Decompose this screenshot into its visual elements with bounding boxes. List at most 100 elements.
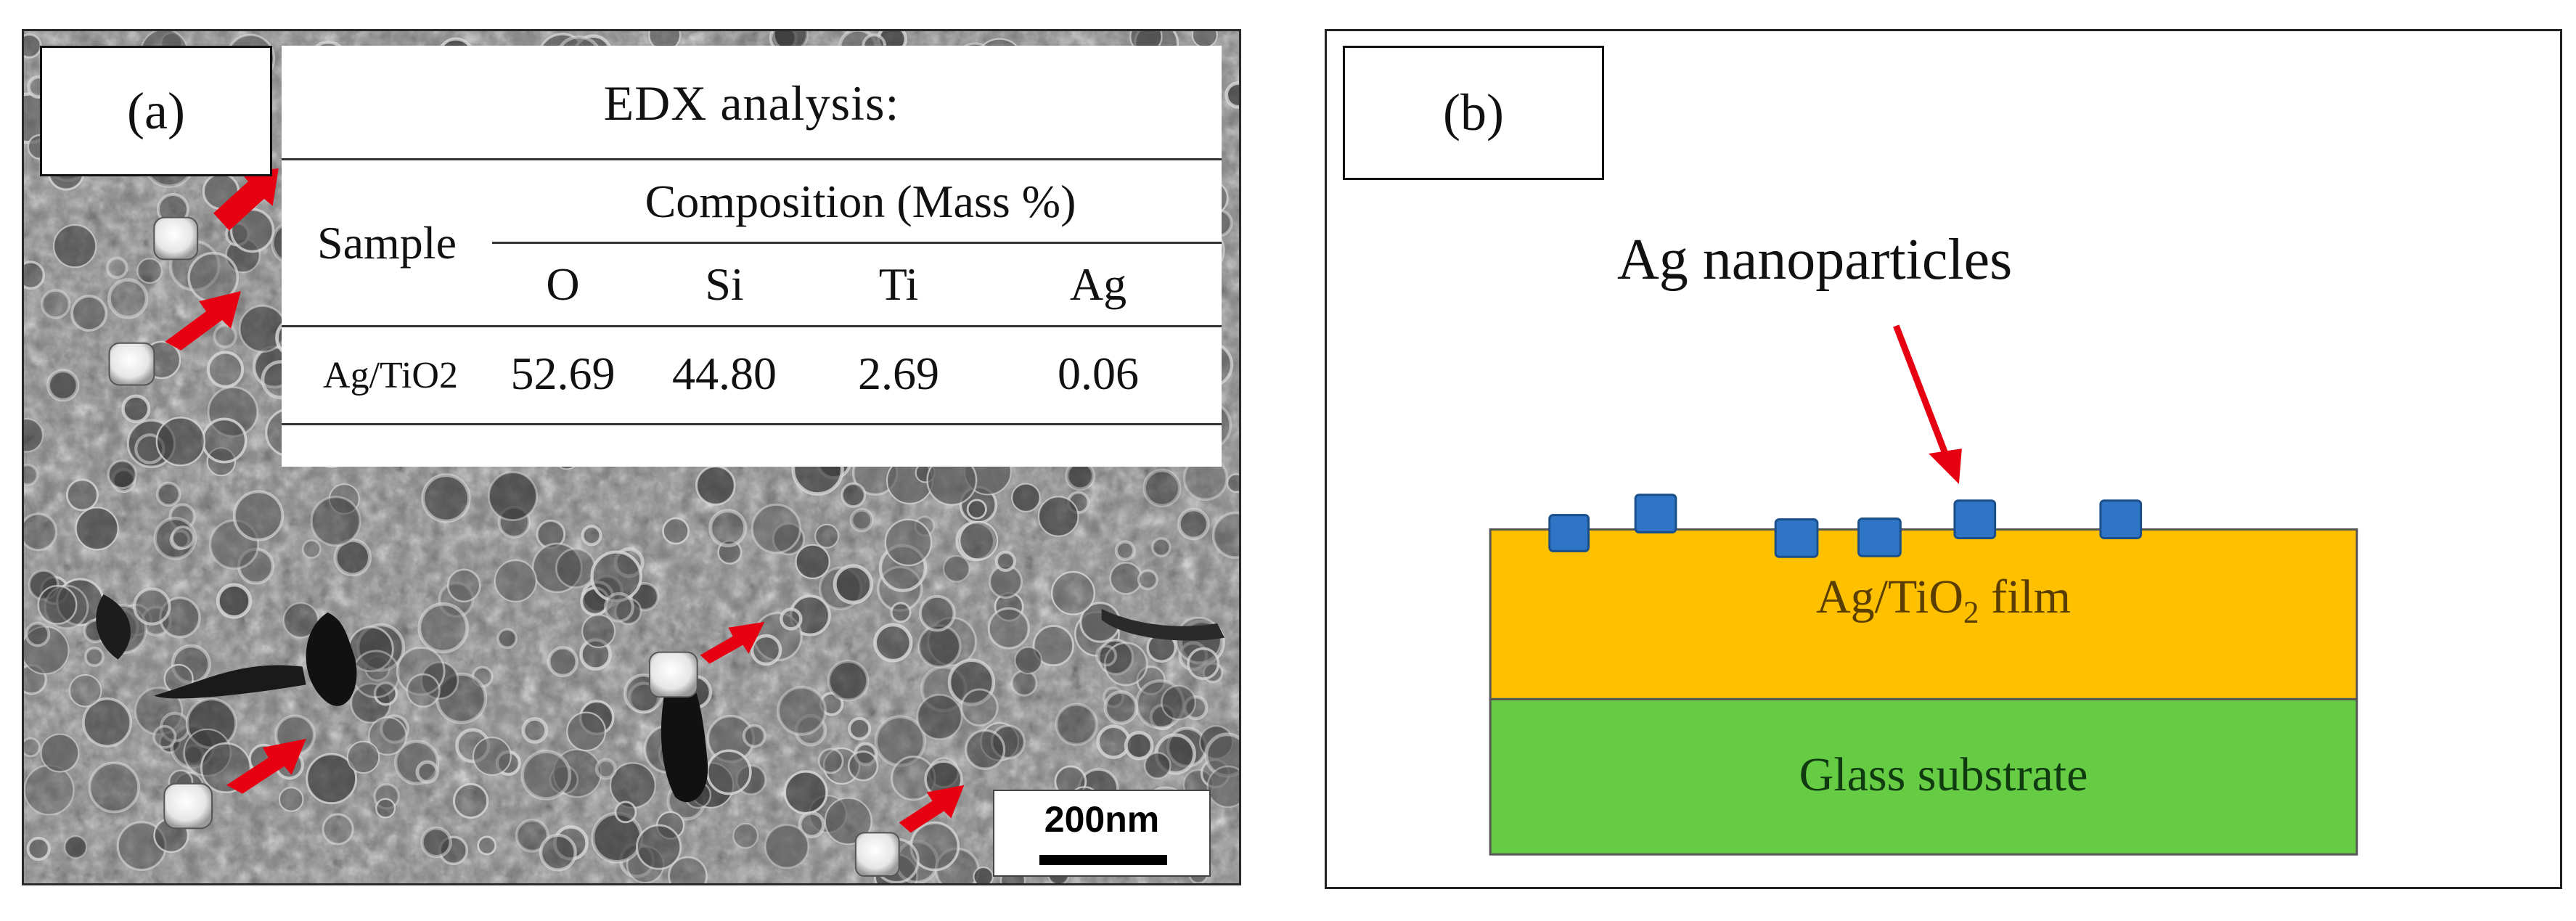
ag-nanoparticle <box>153 216 199 261</box>
surface-pore <box>417 602 469 654</box>
surface-pore <box>973 866 994 883</box>
value-si: 44.80 <box>672 348 777 399</box>
red-arrow-icon <box>899 785 965 833</box>
surface-pore <box>152 724 177 749</box>
red-arrow-icon <box>165 291 241 351</box>
ag-nanoparticle <box>108 342 155 386</box>
surface-pore <box>884 518 933 567</box>
surface-pore <box>798 811 825 839</box>
surface-pore <box>1137 569 1158 591</box>
surface-pore <box>40 289 71 319</box>
film-label-text: Ag/TiO <box>1816 570 1964 623</box>
table-rule <box>282 325 1222 327</box>
surface-pore <box>68 674 102 708</box>
surface-pore <box>452 782 489 819</box>
panel-b-label: (b) <box>1343 46 1604 180</box>
surface-pore <box>777 686 827 736</box>
surface-pore <box>213 324 237 348</box>
surface-pore <box>278 787 304 812</box>
element-header-o: O <box>546 258 580 310</box>
ag-nanoparticle <box>1548 514 1590 552</box>
ag-nanoparticle <box>1774 518 1819 558</box>
surface-pore <box>368 716 407 756</box>
surface-pore <box>346 740 380 774</box>
surface-pore <box>494 559 537 602</box>
surface-pore <box>40 733 80 773</box>
red-arrow-icon <box>213 168 279 231</box>
surface-pore <box>155 481 181 507</box>
scale-bar: 200nm <box>993 790 1211 877</box>
surface-pore <box>827 659 870 702</box>
surface-crack <box>306 612 357 706</box>
surface-pore <box>25 621 51 647</box>
surface-pore <box>44 584 89 630</box>
surface-pore <box>393 740 440 785</box>
surface-pore <box>46 369 80 402</box>
panel-a-label: (a) <box>40 46 272 176</box>
surface-pore <box>520 750 572 801</box>
surface-pore <box>420 661 459 700</box>
surface-pore <box>614 801 637 824</box>
surface-pore <box>133 587 171 626</box>
value-ti: 2.69 <box>858 348 939 399</box>
surface-pore <box>1183 695 1209 721</box>
surface-pore <box>994 550 1017 572</box>
surface-crack <box>1101 608 1225 641</box>
surface-pore <box>488 471 538 521</box>
ag-nanoparticle <box>854 832 900 877</box>
surface-pore <box>847 750 879 782</box>
surface-pore <box>531 542 583 594</box>
ag-nanoparticle <box>1634 494 1677 533</box>
surface-pore <box>24 417 44 453</box>
scale-bar-line <box>1039 855 1167 865</box>
surface-pore <box>26 836 51 861</box>
surface-pore <box>496 628 518 649</box>
surface-pore <box>106 256 128 279</box>
surface-pore <box>64 835 88 859</box>
surface-pore <box>708 509 748 548</box>
surface-pore <box>960 688 999 726</box>
surface-pore <box>52 224 97 269</box>
surface-pore <box>351 650 401 699</box>
surface-pore <box>216 583 253 619</box>
surface-pore <box>833 564 874 605</box>
table-rule <box>282 158 1222 160</box>
element-header-ag: Ag <box>1069 258 1127 310</box>
surface-pore <box>472 737 512 776</box>
red-arrow-icon <box>700 621 765 664</box>
surface-pore <box>24 764 75 816</box>
surface-pore <box>917 624 962 668</box>
surface-pore <box>1161 684 1197 721</box>
sem-image-panel: (a) EDX analysis: Sample Composition (Ma… <box>22 29 1241 885</box>
ag-tio2-film-layer <box>1489 528 2358 700</box>
surface-pore <box>232 490 285 541</box>
surface-pore <box>916 694 963 740</box>
surface-pore <box>947 658 996 706</box>
surface-pore <box>24 512 58 552</box>
surface-pore <box>848 717 872 740</box>
ag-nanoparticle <box>648 651 698 698</box>
surface-pore <box>282 602 319 639</box>
surface-pore <box>521 716 549 744</box>
surface-pore <box>890 602 912 623</box>
surface-crack <box>154 665 306 699</box>
surface-pore <box>515 818 549 853</box>
surface-pore <box>333 538 372 577</box>
surface-pore <box>420 826 452 859</box>
film-label: Ag/TiO2 film <box>1327 570 2560 631</box>
surface-pore <box>88 761 140 814</box>
surface-pore <box>24 261 45 290</box>
table-rule <box>282 423 1222 425</box>
surface-pore <box>65 478 99 512</box>
surface-pore <box>24 33 42 59</box>
surface-pore <box>706 749 752 795</box>
surface-pore <box>201 417 248 464</box>
surface-pore <box>1037 496 1079 537</box>
film-schematic <box>1489 324 2358 856</box>
surface-pore <box>121 394 151 424</box>
surface-pore <box>783 770 828 815</box>
surface-pore <box>751 503 802 554</box>
surface-pore <box>1096 724 1131 759</box>
surface-crack <box>96 594 131 660</box>
surface-pore <box>965 729 1006 770</box>
